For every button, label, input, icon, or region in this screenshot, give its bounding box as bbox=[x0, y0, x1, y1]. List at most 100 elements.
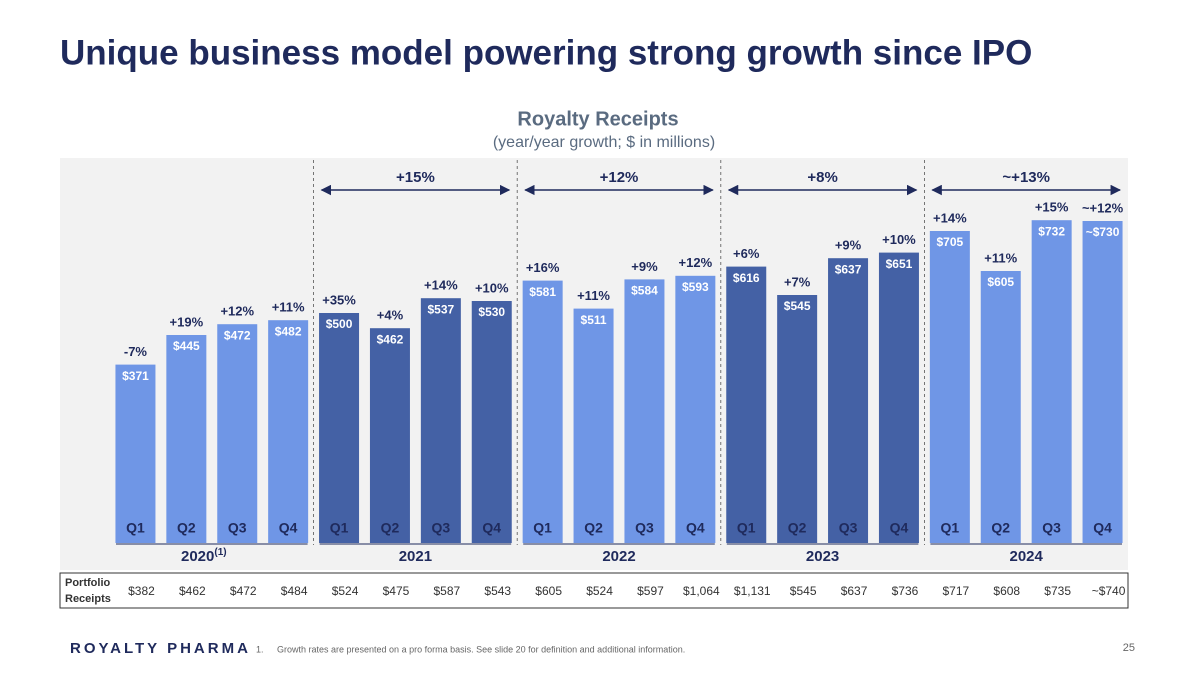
growth-label: -7% bbox=[124, 344, 148, 359]
x-tick-label: Q4 bbox=[890, 520, 909, 536]
receipts-value: $1,131 bbox=[734, 584, 771, 598]
receipts-value: $608 bbox=[993, 584, 1020, 598]
period-growth: +12% bbox=[600, 169, 639, 186]
x-tick-label: Q3 bbox=[228, 520, 247, 536]
bar bbox=[1031, 220, 1072, 543]
x-tick-label: Q1 bbox=[533, 520, 552, 536]
bar bbox=[268, 320, 309, 543]
receipts-value: $382 bbox=[128, 584, 155, 598]
receipts-box bbox=[59, 572, 1129, 609]
receipts-value: $736 bbox=[892, 584, 919, 598]
value-label: $511 bbox=[581, 313, 607, 327]
value-label: $584 bbox=[631, 284, 658, 298]
growth-label: +19% bbox=[170, 314, 204, 329]
bar bbox=[573, 308, 614, 543]
growth-label: +35% bbox=[322, 292, 356, 307]
receipts-value: $545 bbox=[790, 584, 817, 598]
bar bbox=[471, 301, 512, 543]
bar bbox=[1082, 221, 1123, 543]
receipts-value: $587 bbox=[433, 584, 460, 598]
x-tick-label: Q2 bbox=[177, 520, 196, 536]
x-tick-label: Q1 bbox=[330, 520, 349, 536]
bar bbox=[980, 271, 1021, 543]
growth-label: +4% bbox=[377, 308, 404, 323]
growth-label: +14% bbox=[933, 210, 967, 225]
receipts-value: $735 bbox=[1044, 584, 1071, 598]
x-tick-label: Q2 bbox=[788, 520, 807, 536]
x-tick-label: Q2 bbox=[584, 520, 603, 536]
growth-label: +11% bbox=[577, 288, 610, 303]
receipts-value: $475 bbox=[383, 584, 410, 598]
bar bbox=[420, 298, 461, 543]
value-label: $581 bbox=[529, 285, 556, 299]
period-growth: +15% bbox=[396, 169, 435, 186]
x-tick-label: Q3 bbox=[635, 520, 654, 536]
growth-label: +10% bbox=[882, 232, 916, 247]
value-label: $637 bbox=[835, 262, 862, 276]
page-number: 25 bbox=[1123, 642, 1135, 654]
bar bbox=[828, 258, 869, 543]
bar bbox=[115, 364, 156, 543]
year-label: 2024 bbox=[1010, 548, 1044, 565]
receipts-value: $637 bbox=[841, 584, 868, 598]
value-label: $462 bbox=[377, 332, 404, 346]
x-tick-label: Q4 bbox=[1093, 520, 1112, 536]
period-growth: ~+13% bbox=[1002, 169, 1050, 186]
x-tick-label: Q3 bbox=[839, 520, 858, 536]
value-label: $445 bbox=[173, 339, 200, 353]
value-label: $651 bbox=[886, 257, 913, 271]
value-label: $500 bbox=[326, 317, 353, 331]
chart-subtitle: (year/year growth; $ in millions) bbox=[493, 134, 715, 151]
bar bbox=[878, 252, 919, 543]
receipts-value: $524 bbox=[586, 584, 613, 598]
bar bbox=[369, 328, 410, 543]
logo: ROYALTY PHARMA bbox=[70, 640, 251, 657]
bar bbox=[217, 324, 258, 543]
value-label: ~$730 bbox=[1086, 225, 1120, 239]
growth-label: +12% bbox=[679, 255, 713, 270]
receipts-value: ~$740 bbox=[1092, 584, 1126, 598]
x-tick-label: Q2 bbox=[381, 520, 400, 536]
x-tick-label: Q4 bbox=[482, 520, 501, 536]
x-tick-label: Q1 bbox=[737, 520, 756, 536]
year-label: 2023 bbox=[806, 548, 839, 565]
value-label: $530 bbox=[478, 305, 505, 319]
value-label: $371 bbox=[122, 369, 149, 383]
footnote-marker: (1) bbox=[214, 547, 226, 558]
chart-title: Royalty Receipts bbox=[517, 108, 678, 130]
growth-label: +9% bbox=[631, 259, 658, 274]
receipts-value: $605 bbox=[535, 584, 562, 598]
growth-label: +9% bbox=[835, 238, 862, 253]
receipts-value: $524 bbox=[332, 584, 359, 598]
x-tick-label: Q2 bbox=[991, 520, 1010, 536]
receipts-value: $462 bbox=[179, 584, 206, 598]
period-growth: +8% bbox=[807, 169, 837, 186]
growth-label: +14% bbox=[424, 278, 458, 293]
value-label: $537 bbox=[427, 302, 454, 316]
growth-label: +10% bbox=[475, 280, 509, 295]
x-tick-label: Q1 bbox=[941, 520, 960, 536]
growth-label: +15% bbox=[1035, 200, 1069, 215]
x-tick-label: Q1 bbox=[126, 520, 145, 536]
slide-title: Unique business model powering strong gr… bbox=[60, 33, 1032, 72]
receipts-value: $597 bbox=[637, 584, 664, 598]
receipts-value: $1,064 bbox=[683, 584, 720, 598]
bar bbox=[675, 275, 716, 543]
value-label: $545 bbox=[784, 299, 811, 313]
x-tick-label: Q4 bbox=[686, 520, 705, 536]
growth-label: +7% bbox=[784, 274, 811, 289]
value-label: $616 bbox=[733, 271, 760, 285]
receipts-label: Portfolio Receipts bbox=[65, 577, 113, 605]
value-label: $732 bbox=[1038, 224, 1065, 238]
receipts-value: $484 bbox=[281, 584, 308, 598]
receipts-value: $472 bbox=[230, 584, 257, 598]
footnote-number: 1. bbox=[256, 644, 264, 654]
value-label: $482 bbox=[275, 324, 302, 338]
growth-label: +11% bbox=[984, 250, 1017, 265]
value-label: $472 bbox=[224, 328, 251, 342]
bar bbox=[726, 266, 767, 543]
value-label: $705 bbox=[936, 235, 963, 249]
x-tick-label: Q3 bbox=[1042, 520, 1061, 536]
year-label: 2021 bbox=[399, 548, 432, 565]
